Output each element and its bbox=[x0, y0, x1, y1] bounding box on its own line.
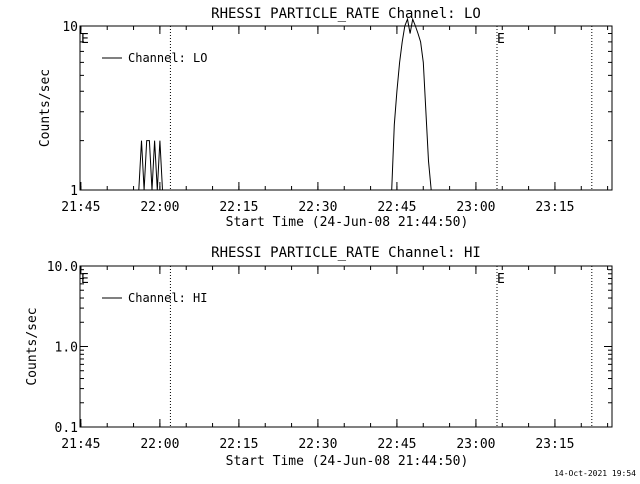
x-tick-label: 23:00 bbox=[456, 200, 495, 215]
x-tick-label: 22:45 bbox=[377, 200, 416, 215]
event-e-label: E bbox=[81, 272, 89, 287]
x-tick-label: 22:00 bbox=[140, 437, 179, 452]
x-tick-label: 23:00 bbox=[456, 437, 495, 452]
plot-frame bbox=[79, 25, 613, 191]
x-tick-label: 23:15 bbox=[535, 200, 574, 215]
x-tick-label: 21:45 bbox=[61, 437, 100, 452]
y-tick-label: 10 bbox=[62, 20, 78, 35]
chart-title: RHESSI PARTICLE_RATE Channel: LO bbox=[211, 6, 481, 22]
chart-title: RHESSI PARTICLE_RATE Channel: HI bbox=[211, 245, 481, 261]
y-tick-label: 10.0 bbox=[47, 260, 78, 275]
legend-label: Channel: LO bbox=[128, 51, 207, 65]
event-e-label: E bbox=[497, 32, 505, 47]
series-line bbox=[138, 17, 434, 191]
x-tick-label: 22:00 bbox=[140, 200, 179, 215]
x-tick-label: 22:30 bbox=[298, 200, 337, 215]
x-tick-label: 23:15 bbox=[535, 437, 574, 452]
event-e-label: E bbox=[497, 272, 505, 287]
x-tick-label: 22:15 bbox=[219, 200, 258, 215]
x-tick-label: 22:15 bbox=[219, 437, 258, 452]
y-axis-label: Counts/sec bbox=[25, 307, 40, 385]
x-tick-label: 22:45 bbox=[377, 437, 416, 452]
y-tick-label: 0.1 bbox=[55, 421, 78, 436]
y-tick-label: 1.0 bbox=[55, 341, 78, 356]
x-axis-label: Start Time (24-Jun-08 21:44:50) bbox=[226, 215, 469, 230]
event-e-label: E bbox=[81, 32, 89, 47]
x-tick-label: 21:45 bbox=[61, 200, 100, 215]
legend-label: Channel: HI bbox=[128, 291, 207, 305]
y-axis-label: Counts/sec bbox=[38, 69, 53, 147]
panel-lo: RHESSI PARTICLE_RATE Channel: LO 21:45 22:… bbox=[38, 6, 613, 230]
x-tick-label: 22:30 bbox=[298, 437, 337, 452]
footer-timestamp: 14-Oct-2021 19:54 bbox=[554, 469, 636, 478]
y-tick-label: 1 bbox=[70, 184, 78, 199]
panel-hi: RHESSI PARTICLE_RATE Channel: HI 21:45 22:… bbox=[25, 245, 613, 469]
x-axis-label: Start Time (24-Jun-08 21:44:50) bbox=[226, 454, 469, 469]
